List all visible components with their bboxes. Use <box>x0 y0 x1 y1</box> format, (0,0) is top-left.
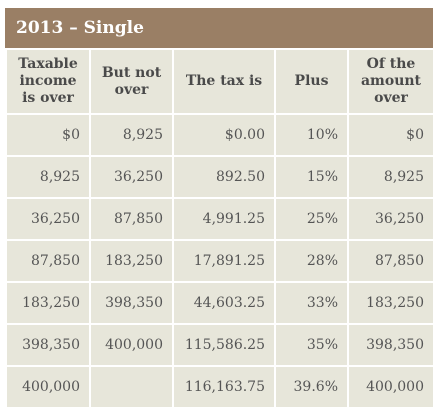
cell-income-over: 87,850 <box>5 239 91 283</box>
cell-not-over: 398,350 <box>89 281 174 325</box>
column-header-of-amount-over: Of the amount over <box>347 48 435 115</box>
cell-tax: 115,586.25 <box>172 323 276 367</box>
table-row: 36,250 87,850 4,991.25 25% 36,250 <box>5 197 435 241</box>
cell-tax: 17,891.25 <box>172 239 276 283</box>
tax-bracket-table-container: 2013 – Single Taxable income is over But… <box>5 8 435 409</box>
table-row: 183,250 398,350 44,603.25 33% 183,250 <box>5 281 435 325</box>
header-row: Taxable income is over But not over The … <box>5 48 435 115</box>
table-title: 2013 – Single <box>5 8 433 48</box>
cell-not-over: 183,250 <box>89 239 174 283</box>
tax-bracket-table: Taxable income is over But not over The … <box>5 48 435 409</box>
table-row: 400,000 116,163.75 39.6% 400,000 <box>5 365 435 409</box>
cell-income-over: 183,250 <box>5 281 91 325</box>
cell-plus-rate: 28% <box>274 239 349 283</box>
cell-income-over: 400,000 <box>5 365 91 409</box>
cell-not-over <box>89 365 174 409</box>
cell-plus-rate: 15% <box>274 155 349 199</box>
cell-not-over: 8,925 <box>89 113 174 157</box>
column-header-but-not-over: But not over <box>89 48 174 115</box>
cell-amount-over: 36,250 <box>347 197 435 241</box>
column-header-plus: Plus <box>274 48 349 115</box>
cell-income-over: $0 <box>5 113 91 157</box>
cell-plus-rate: 33% <box>274 281 349 325</box>
cell-plus-rate: 39.6% <box>274 365 349 409</box>
cell-tax: 44,603.25 <box>172 281 276 325</box>
cell-amount-over: 87,850 <box>347 239 435 283</box>
cell-amount-over: 398,350 <box>347 323 435 367</box>
cell-amount-over: 183,250 <box>347 281 435 325</box>
cell-plus-rate: 35% <box>274 323 349 367</box>
cell-amount-over: 8,925 <box>347 155 435 199</box>
table-row: $0 8,925 $0.00 10% $0 <box>5 113 435 157</box>
cell-tax: 4,991.25 <box>172 197 276 241</box>
cell-plus-rate: 10% <box>274 113 349 157</box>
table-row: 87,850 183,250 17,891.25 28% 87,850 <box>5 239 435 283</box>
cell-plus-rate: 25% <box>274 197 349 241</box>
cell-not-over: 87,850 <box>89 197 174 241</box>
column-header-tax-is: The tax is <box>172 48 276 115</box>
cell-amount-over: $0 <box>347 113 435 157</box>
table-row: 8,925 36,250 892.50 15% 8,925 <box>5 155 435 199</box>
cell-tax: 892.50 <box>172 155 276 199</box>
cell-tax: 116,163.75 <box>172 365 276 409</box>
cell-income-over: 8,925 <box>5 155 91 199</box>
cell-not-over: 36,250 <box>89 155 174 199</box>
cell-income-over: 398,350 <box>5 323 91 367</box>
cell-amount-over: 400,000 <box>347 365 435 409</box>
column-header-taxable-income-over: Taxable income is over <box>5 48 91 115</box>
cell-not-over: 400,000 <box>89 323 174 367</box>
cell-income-over: 36,250 <box>5 197 91 241</box>
cell-tax: $0.00 <box>172 113 276 157</box>
table-row: 398,350 400,000 115,586.25 35% 398,350 <box>5 323 435 367</box>
